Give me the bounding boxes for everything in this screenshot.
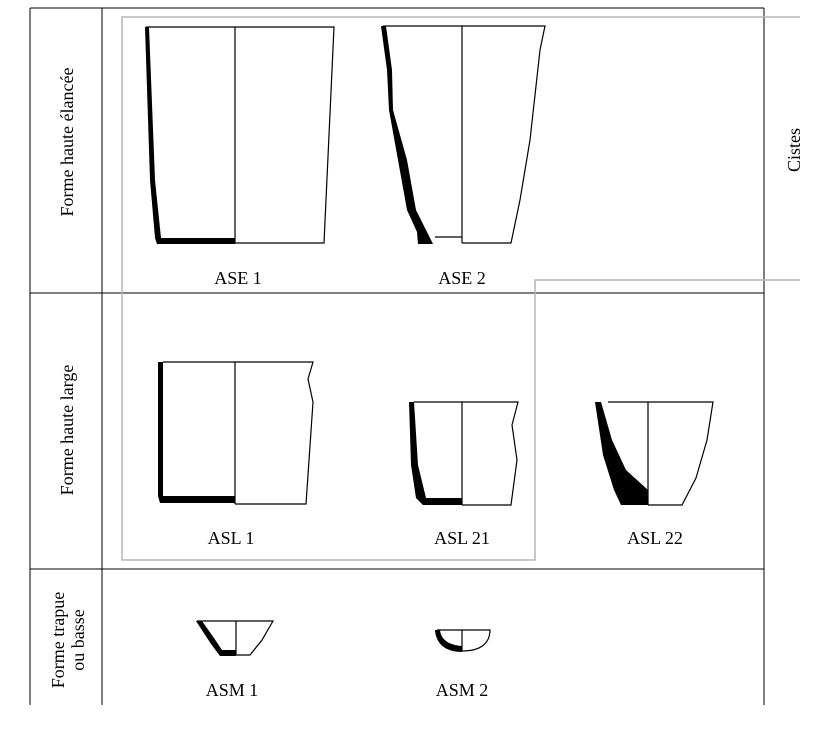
vessel-asl-21: ASL 21 — [409, 401, 519, 548]
vessel-label: ASM 2 — [436, 680, 489, 700]
vessel-asl-22: ASL 22 — [595, 401, 714, 548]
vessel-label: ASE 2 — [438, 268, 486, 288]
vessel-ase-1: ASE 1 — [145, 26, 335, 288]
row-label-forme-trapue: Forme trapue ou basse — [48, 592, 88, 688]
vessel-asm-2: ASM 2 — [435, 629, 491, 700]
vessel-label: ASE 1 — [214, 268, 262, 288]
row-label-forme-trapue-line-1: Forme trapue — [48, 592, 68, 688]
vessel-label: ASL 1 — [208, 528, 255, 548]
vessel-ase-2: ASE 2 — [381, 25, 546, 288]
row-label-forme-haute-elancee: Forme haute élancée — [57, 68, 77, 217]
cistes-group-box — [121, 16, 800, 561]
vessel-label: ASL 22 — [627, 528, 683, 548]
vessel-label: ASM 1 — [206, 680, 259, 700]
vessel-asm-1: ASM 1 — [196, 620, 275, 700]
row-label-forme-trapue-line-2: ou basse — [68, 609, 88, 671]
row-label-forme-haute-large: Forme haute large — [57, 365, 77, 496]
group-label-cistes: Cistes — [784, 128, 804, 172]
table-grid — [29, 7, 765, 705]
vessel-asl-1: ASL 1 — [158, 361, 314, 548]
vessel-label: ASL 21 — [434, 528, 490, 548]
